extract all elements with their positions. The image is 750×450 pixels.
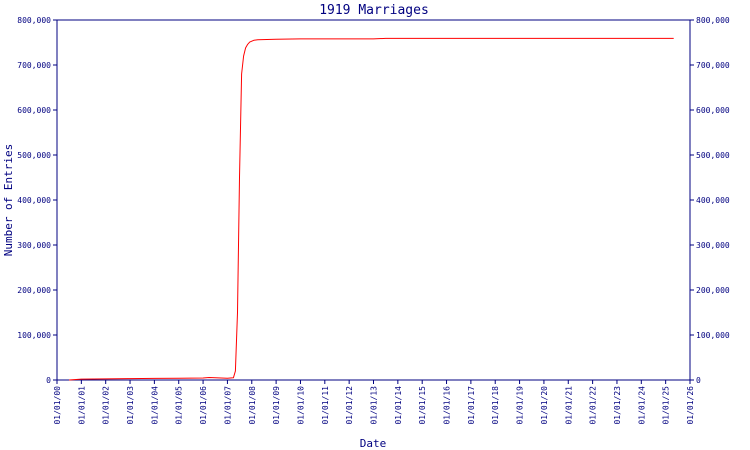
x-tick-label: 01/01/21: [564, 386, 573, 425]
y-tick-label: 300,000: [17, 241, 51, 250]
x-tick-label: 01/01/02: [102, 386, 111, 425]
y-tick-label-right: 300,000: [696, 241, 730, 250]
x-tick-label: 01/01/26: [686, 386, 695, 425]
y-tick-label: 200,000: [17, 286, 51, 295]
x-tick-label: 01/01/03: [126, 386, 135, 425]
y-tick-label: 600,000: [17, 106, 51, 115]
x-tick-label: 01/01/10: [296, 386, 305, 425]
y-tick-label-right: 600,000: [696, 106, 730, 115]
y-tick-label: 500,000: [17, 151, 51, 160]
x-axis-label: Date: [360, 437, 387, 450]
x-tick-label: 01/01/06: [199, 386, 208, 425]
y-tick-label-right: 700,000: [696, 61, 730, 70]
series-line: [69, 37, 674, 381]
x-tick-label: 01/01/16: [443, 386, 452, 425]
x-tick-label: 01/01/18: [491, 386, 500, 425]
y-tick-label: 700,000: [17, 61, 51, 70]
y-tick-label-right: 0: [696, 376, 701, 385]
x-tick-label: 01/01/14: [394, 386, 403, 425]
x-tick-label: 01/01/12: [345, 386, 354, 425]
y-axis-label: Number of Entries: [2, 144, 15, 257]
x-tick-label: 01/01/19: [516, 386, 525, 425]
x-tick-label: 01/01/09: [272, 386, 281, 425]
x-tick-label: 01/01/01: [77, 386, 86, 425]
y-tick-label-right: 200,000: [696, 286, 730, 295]
x-tick-label: 01/01/25: [662, 386, 671, 425]
y-axis-left: 0 100,000 200,000 300,000 400,000 500,000 600,…: [17, 16, 57, 385]
y-tick-label: 800,000: [17, 16, 51, 25]
x-tick-label: 01/01/15: [418, 386, 427, 425]
x-tick-label: 01/01/11: [321, 386, 330, 425]
x-tick-label: 01/01/05: [175, 386, 184, 425]
y-tick-label: 400,000: [17, 196, 51, 205]
x-tick-label: 01/01/23: [613, 386, 622, 425]
x-tick-label: 01/01/08: [248, 386, 257, 425]
y-axis-right: 0 100,000 200,000 300,000 400,000 500,000 600,…: [690, 16, 730, 385]
y-tick-label-right: 400,000: [696, 196, 730, 205]
chart-title: 1919 Marriages: [319, 3, 429, 18]
x-axis: 01/01/00 01/01/01 01/01/02 01/01/03 01/01/04…: [53, 380, 695, 425]
y-tick-label: 100,000: [17, 331, 51, 340]
x-tick-label: 01/01/20: [540, 386, 549, 425]
x-tick-label: 01/01/13: [370, 386, 379, 425]
y-tick-label: 0: [46, 376, 51, 385]
x-tick-label: 01/01/22: [589, 386, 598, 425]
x-tick-label: 01/01/07: [223, 386, 232, 425]
y-tick-label-right: 800,000: [696, 16, 730, 25]
x-tick-label: 01/01/24: [637, 386, 646, 425]
x-tick-label: 01/01/00: [53, 386, 62, 425]
series-layer: [69, 37, 674, 381]
x-tick-label: 01/01/04: [150, 386, 159, 425]
plot-area-frame: [56, 19, 691, 381]
y-tick-label-right: 500,000: [696, 151, 730, 160]
y-tick-label-right: 100,000: [696, 331, 730, 340]
x-tick-label: 01/01/17: [467, 386, 476, 425]
